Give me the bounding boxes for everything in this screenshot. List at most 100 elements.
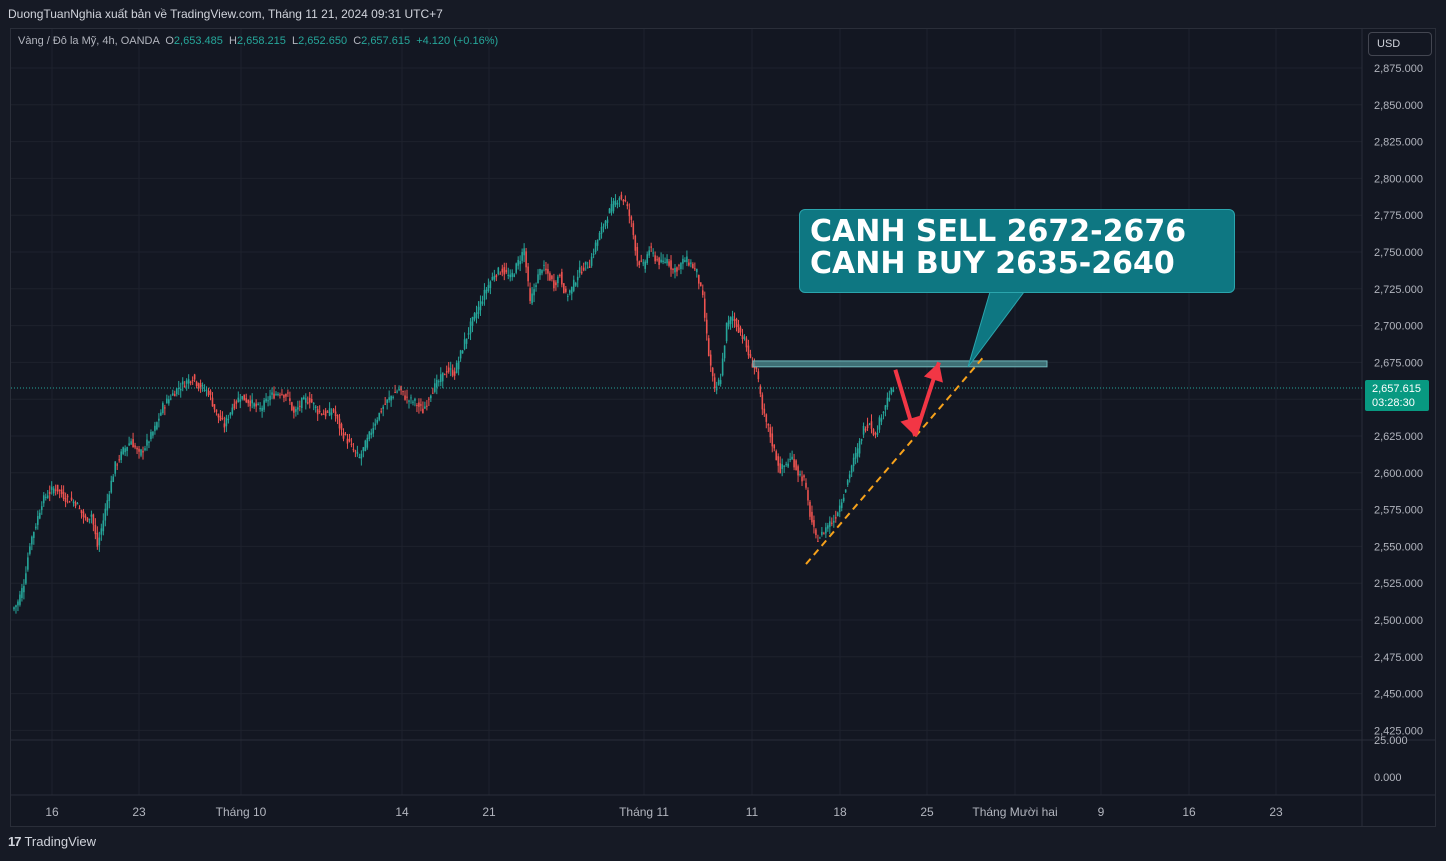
candle-body	[634, 235, 637, 251]
candle-body	[848, 474, 851, 479]
candle-body	[98, 537, 101, 546]
candle-body	[40, 506, 43, 511]
candle-body	[92, 514, 95, 525]
candle-body	[801, 476, 803, 482]
support-trendline[interactable]	[805, 357, 984, 565]
candle-body	[297, 407, 299, 410]
candle-body	[388, 397, 390, 401]
candle-body	[850, 465, 853, 473]
candle-body	[58, 489, 61, 491]
candle-body	[15, 605, 17, 608]
up-arrow-head	[923, 362, 943, 383]
candle-body	[146, 439, 148, 446]
candle-body	[646, 254, 648, 264]
trade-idea-callout[interactable]: CANH SELL 2672-2676 CANH BUY 2635-2640	[799, 209, 1235, 293]
candle-body	[408, 400, 410, 402]
candle-body	[205, 389, 208, 391]
candle-body	[831, 522, 833, 524]
candle-body	[813, 520, 815, 527]
candle-body	[471, 316, 474, 326]
candle-body	[350, 443, 353, 445]
candle-body	[106, 500, 109, 511]
candle-body	[838, 505, 841, 512]
candle-body	[90, 514, 93, 517]
candle-body	[374, 423, 377, 426]
candle-body	[285, 393, 287, 397]
candle-body	[279, 394, 281, 396]
candle-body	[580, 271, 583, 274]
candle-body	[412, 401, 414, 403]
candle-body	[703, 298, 706, 318]
candle-body	[235, 401, 238, 404]
candle-body	[150, 431, 152, 440]
candle-body	[836, 512, 839, 517]
candle-body	[781, 464, 783, 469]
candle-body	[864, 428, 867, 431]
candle-body	[404, 395, 406, 400]
time-tick-label: Tháng 10	[216, 805, 267, 819]
tradingview-brand: TradingView	[24, 834, 97, 849]
candle-body	[334, 411, 337, 417]
candle-body	[694, 268, 696, 270]
candle-body	[567, 295, 569, 297]
tradingview-logo[interactable]: 17 TradingView	[8, 834, 96, 849]
candle-body	[733, 319, 736, 321]
candle-body	[56, 484, 59, 492]
candle-body	[846, 480, 849, 485]
candle-body	[171, 393, 174, 396]
candle-body	[584, 261, 587, 265]
candle-body	[29, 546, 31, 554]
candle-body	[642, 262, 645, 264]
candle-body	[467, 333, 470, 335]
candle-body	[19, 594, 21, 605]
candle-body	[495, 275, 498, 278]
candle-body	[666, 258, 668, 264]
time-tick-label: 11	[746, 805, 759, 819]
candle-body	[257, 403, 259, 405]
candle-body	[352, 449, 355, 451]
symbol-name[interactable]: Vàng / Đô la Mỹ, 4h, OANDA	[18, 35, 160, 47]
price-tick-label: 2,825.000	[1374, 137, 1423, 149]
candle-body	[380, 411, 383, 413]
candle-body	[422, 408, 424, 414]
candle-body	[656, 259, 658, 261]
candle-body	[114, 461, 117, 474]
currency-button[interactable]: USD	[1368, 32, 1432, 56]
candle-body	[328, 408, 331, 416]
resistance-zone[interactable]	[752, 360, 1048, 368]
candle-body	[535, 285, 537, 288]
candle-body	[660, 259, 662, 263]
candle-body	[112, 476, 115, 482]
candle-body	[594, 242, 597, 253]
candle-body	[457, 360, 460, 370]
candle-body	[807, 490, 809, 501]
candle-body	[799, 473, 801, 476]
candle-body	[213, 404, 216, 410]
candle-body	[185, 380, 188, 384]
tradingview-mark-icon: 17	[8, 834, 22, 849]
candle-body	[761, 394, 764, 410]
candle-body	[164, 407, 166, 409]
time-tick-label: 9	[1098, 805, 1105, 819]
candle-body	[523, 248, 525, 256]
candle-body	[390, 396, 392, 401]
candle-body	[243, 394, 246, 401]
candle-body	[217, 413, 220, 418]
candle-body	[519, 261, 521, 265]
price-tick-label: 2,625.000	[1374, 431, 1423, 443]
candle-body	[735, 318, 738, 327]
candle-body	[459, 350, 462, 359]
candle-body	[769, 427, 772, 438]
candle-body	[173, 394, 176, 397]
price-tick-label: 2,450.000	[1374, 689, 1423, 701]
candle-body	[789, 458, 791, 460]
candle-body	[156, 422, 158, 430]
time-tick-label: Tháng Mười hai	[972, 805, 1057, 819]
candle-body	[521, 252, 523, 261]
candle-body	[31, 536, 33, 545]
candle-body	[144, 448, 146, 451]
candle-body	[193, 374, 196, 380]
candle-body	[876, 432, 879, 435]
candle-body	[199, 382, 202, 390]
